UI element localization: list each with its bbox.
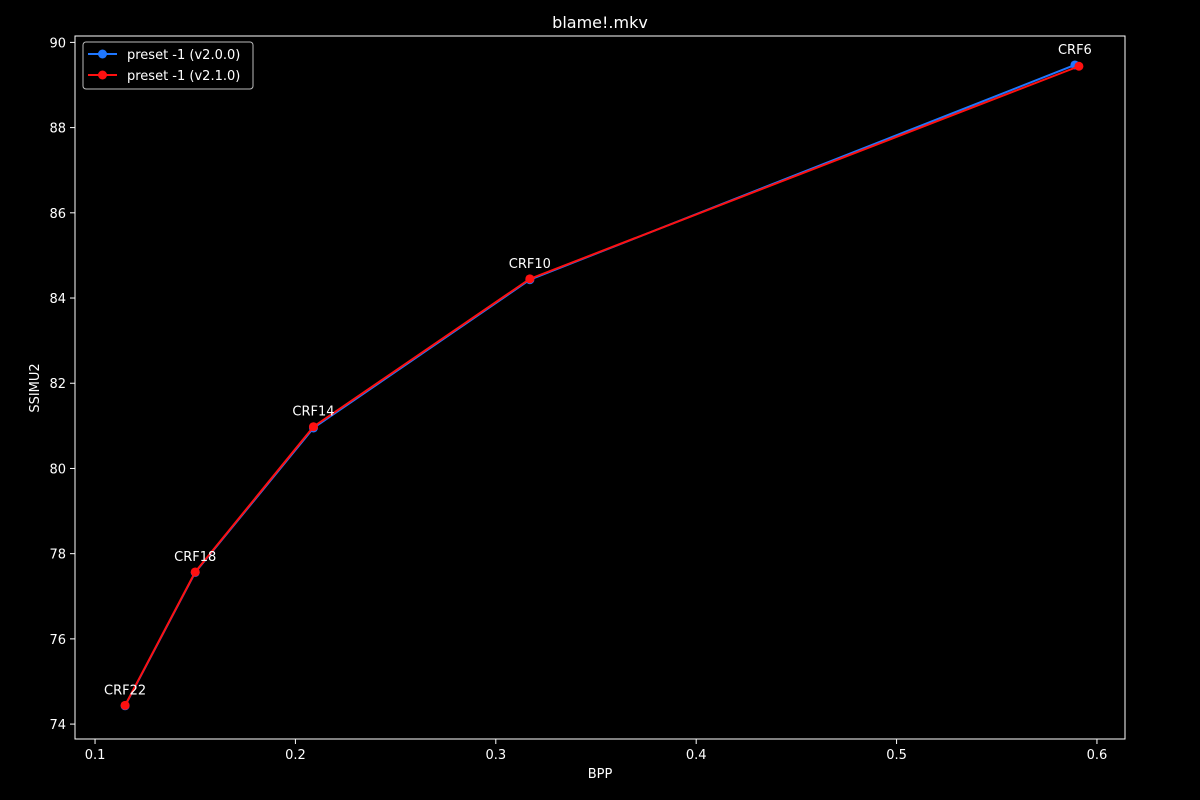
point-label: CRF22 [104,683,146,698]
y-tick-label: 74 [49,718,66,733]
y-tick-label: 76 [49,633,66,648]
point-label: CRF14 [292,405,334,420]
legend-label: preset -1 (v2.1.0) [127,69,240,84]
y-axis-ticks: 74 76 78 80 82 84 86 88 90 [49,36,75,733]
chart-title: blame!.mkv [552,13,648,32]
data-point [1074,61,1084,71]
y-tick-label: 88 [49,122,66,137]
x-axis-ticks: 0.1 0.2 0.3 0.4 0.5 0.6 [85,739,1108,763]
point-label: CRF6 [1058,43,1092,58]
x-tick-label: 0.2 [285,748,306,763]
y-tick-label: 84 [49,292,66,307]
data-point [525,274,535,284]
data-point [120,700,130,710]
y-tick-label: 82 [49,377,66,392]
y-tick-label: 90 [49,36,66,51]
series-2 [120,61,1084,710]
y-axis-label: SSIMU2 [28,363,43,412]
data-point [308,422,318,432]
x-tick-label: 0.5 [886,748,907,763]
x-axis-label: BPP [588,767,613,782]
data-point [190,567,200,577]
point-label: CRF18 [174,550,216,565]
point-annotations: CRF22 CRF18 CRF14 CRF10 CRF6 [104,43,1092,698]
legend-swatch-marker [98,70,107,80]
x-tick-label: 0.1 [85,748,106,763]
x-tick-label: 0.4 [686,748,707,763]
x-tick-label: 0.6 [1087,748,1108,763]
legend-label: preset -1 (v2.0.0) [127,48,240,63]
series-layer [120,60,1084,711]
y-tick-label: 80 [49,462,66,477]
legend: preset -1 (v2.0.0) preset -1 (v2.1.0) [82,41,254,90]
plot-area [74,35,1126,740]
x-tick-label: 0.3 [485,748,506,763]
legend-box [82,41,254,90]
legend-swatch-marker [98,49,107,59]
y-tick-label: 86 [49,207,66,222]
y-tick-label: 78 [49,548,66,563]
point-label: CRF10 [509,257,551,272]
